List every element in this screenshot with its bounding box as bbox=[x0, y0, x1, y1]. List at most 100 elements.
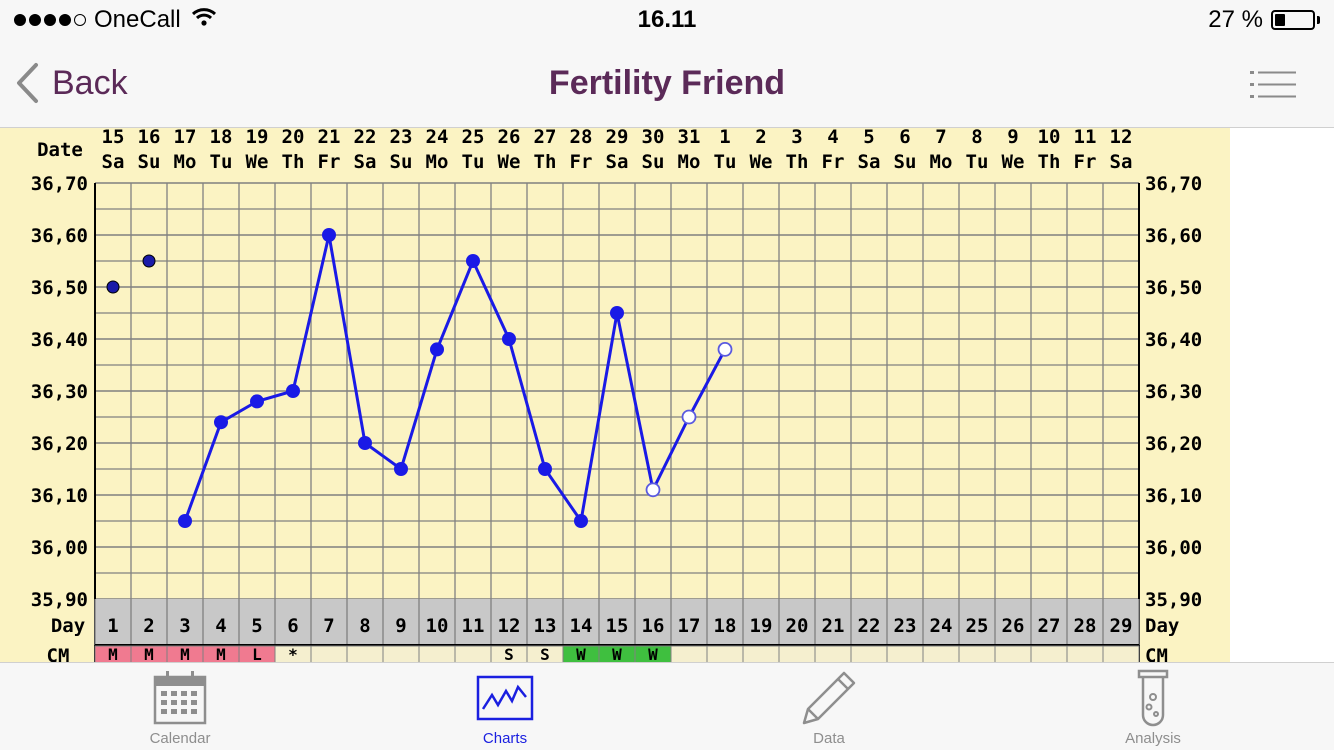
date-tick-label: 16 bbox=[138, 128, 161, 148]
weekday-tick-label: Tu bbox=[966, 151, 989, 173]
day-tick-label: 18 bbox=[714, 615, 737, 637]
temperature-point bbox=[250, 394, 264, 409]
date-tick-label: 27 bbox=[534, 128, 557, 148]
carrier-name: OneCall bbox=[94, 6, 181, 33]
temperature-point bbox=[610, 306, 624, 320]
weekday-tick-label: Sa bbox=[102, 151, 125, 173]
battery-percent: 27 % bbox=[1208, 6, 1263, 33]
day-label-right: Day bbox=[1145, 615, 1179, 637]
cm-cell bbox=[922, 645, 960, 662]
weekday-tick-label: Tu bbox=[714, 151, 737, 173]
tab-data[interactable]: Data bbox=[749, 663, 909, 751]
weekday-tick-label: Mo bbox=[174, 151, 197, 173]
cm-cell-label: S bbox=[504, 645, 514, 662]
y-tick-label-left: 36,60 bbox=[31, 225, 88, 247]
tab-charts-label: Charts bbox=[482, 730, 528, 747]
test-tube-icon bbox=[1133, 669, 1173, 732]
cm-cell bbox=[1102, 645, 1140, 662]
tab-data-label: Data bbox=[813, 730, 845, 747]
day-tick-label: 4 bbox=[215, 615, 226, 637]
date-tick-label: 6 bbox=[899, 128, 910, 148]
weekday-tick-label: Th bbox=[282, 151, 305, 173]
date-tick-label: 23 bbox=[390, 128, 413, 148]
cm-cell bbox=[778, 645, 816, 662]
bbt-chart[interactable]: Date 15 16 17 18 19 20 21 22 23 24 25 26 27 28 29 30 31 1 2… bbox=[0, 128, 1334, 662]
day-tick-label: 11 bbox=[462, 615, 485, 637]
cm-cell-label: W bbox=[612, 645, 622, 662]
tab-analysis[interactable]: Analysis bbox=[1073, 663, 1233, 751]
list-menu-button[interactable] bbox=[1250, 70, 1296, 105]
date-tick-label: 3 bbox=[791, 128, 802, 148]
cm-cell bbox=[310, 645, 348, 662]
chart-icon bbox=[476, 669, 534, 726]
signal-strength-icon bbox=[14, 14, 86, 26]
temperature-point-open bbox=[717, 341, 733, 357]
cm-cell bbox=[1066, 645, 1104, 662]
cm-cell bbox=[706, 645, 744, 662]
cm-cell bbox=[850, 645, 888, 662]
weekday-tick-label: Mo bbox=[426, 151, 449, 173]
weekday-tick-label: Sa bbox=[606, 151, 629, 173]
date-tick-label: 21 bbox=[318, 128, 341, 148]
temperature-point bbox=[430, 342, 444, 357]
temperature-line bbox=[183, 234, 727, 525]
day-tick-label: 8 bbox=[359, 615, 370, 637]
day-tick-label: 3 bbox=[179, 615, 190, 637]
weekday-tick-label: Fr bbox=[318, 151, 341, 173]
date-tick-label: 22 bbox=[354, 128, 377, 148]
date-tick-label: 10 bbox=[1038, 128, 1061, 148]
temperature-point-open bbox=[645, 482, 661, 498]
weekday-tick-label: We bbox=[1002, 151, 1025, 173]
date-label: Date bbox=[37, 139, 83, 161]
weekday-tick-label: Th bbox=[534, 151, 557, 173]
cm-cell bbox=[382, 645, 420, 662]
cm-label: CM bbox=[47, 645, 70, 662]
back-button[interactable]: Back bbox=[14, 62, 128, 104]
cm-cell-label: W bbox=[576, 645, 586, 662]
date-tick-label: 8 bbox=[971, 128, 982, 148]
date-tick-label: 25 bbox=[462, 128, 485, 148]
day-tick-label: 24 bbox=[930, 615, 953, 637]
y-tick-label-right: 36,10 bbox=[1145, 485, 1202, 507]
y-tick-label-left: 36,10 bbox=[31, 485, 88, 507]
cm-cell-label: M bbox=[108, 645, 118, 662]
temperature-point bbox=[466, 254, 480, 268]
tab-calendar[interactable]: Calendar bbox=[100, 663, 260, 751]
temperature-point bbox=[178, 514, 192, 528]
weekday-tick-label: Fr bbox=[1074, 151, 1097, 173]
weekday-tick-label: We bbox=[246, 151, 269, 173]
y-tick-label-right: 36,60 bbox=[1145, 225, 1202, 247]
cm-label-right: CM bbox=[1145, 645, 1168, 662]
weekday-tick-label: Su bbox=[390, 151, 413, 173]
cm-cell-label: * bbox=[288, 645, 298, 662]
chevron-left-icon bbox=[17, 63, 38, 103]
day-tick-label: 19 bbox=[750, 615, 773, 637]
chart-right-margin bbox=[1230, 128, 1334, 662]
weekday-tick-label: Su bbox=[894, 151, 917, 173]
weekday-tick-label: Th bbox=[1038, 151, 1061, 173]
cm-cell-label: W bbox=[648, 645, 658, 662]
y-tick-label-right: 35,90 bbox=[1145, 589, 1202, 611]
temperature-point-discarded bbox=[142, 254, 156, 268]
cm-cell-label: S bbox=[540, 645, 550, 662]
y-tick-label-left: 36,00 bbox=[31, 537, 88, 559]
cm-cell bbox=[958, 645, 996, 662]
weekday-tick-label: Sa bbox=[354, 151, 377, 173]
y-tick-label-right: 36,00 bbox=[1145, 537, 1202, 559]
weekday-tick-label: Fr bbox=[822, 151, 845, 173]
carrier-signal: OneCall bbox=[14, 6, 217, 34]
y-tick-label-right: 36,30 bbox=[1145, 381, 1202, 403]
tab-charts[interactable]: Charts bbox=[425, 663, 585, 751]
date-tick-label: 5 bbox=[863, 128, 874, 148]
wifi-icon bbox=[191, 6, 217, 34]
date-tick-label: 18 bbox=[210, 128, 233, 148]
y-tick-label-left: 36,70 bbox=[31, 173, 88, 195]
back-label: Back bbox=[52, 63, 128, 102]
tab-analysis-label: Analysis bbox=[1125, 730, 1181, 747]
date-tick-label: 12 bbox=[1110, 128, 1133, 148]
weekday-tick-label: Mo bbox=[678, 151, 701, 173]
day-tick-label: 28 bbox=[1074, 615, 1097, 637]
day-tick-label: 9 bbox=[395, 615, 406, 637]
day-tick-label: 7 bbox=[323, 615, 334, 637]
weekday-tick-label: Tu bbox=[462, 151, 485, 173]
